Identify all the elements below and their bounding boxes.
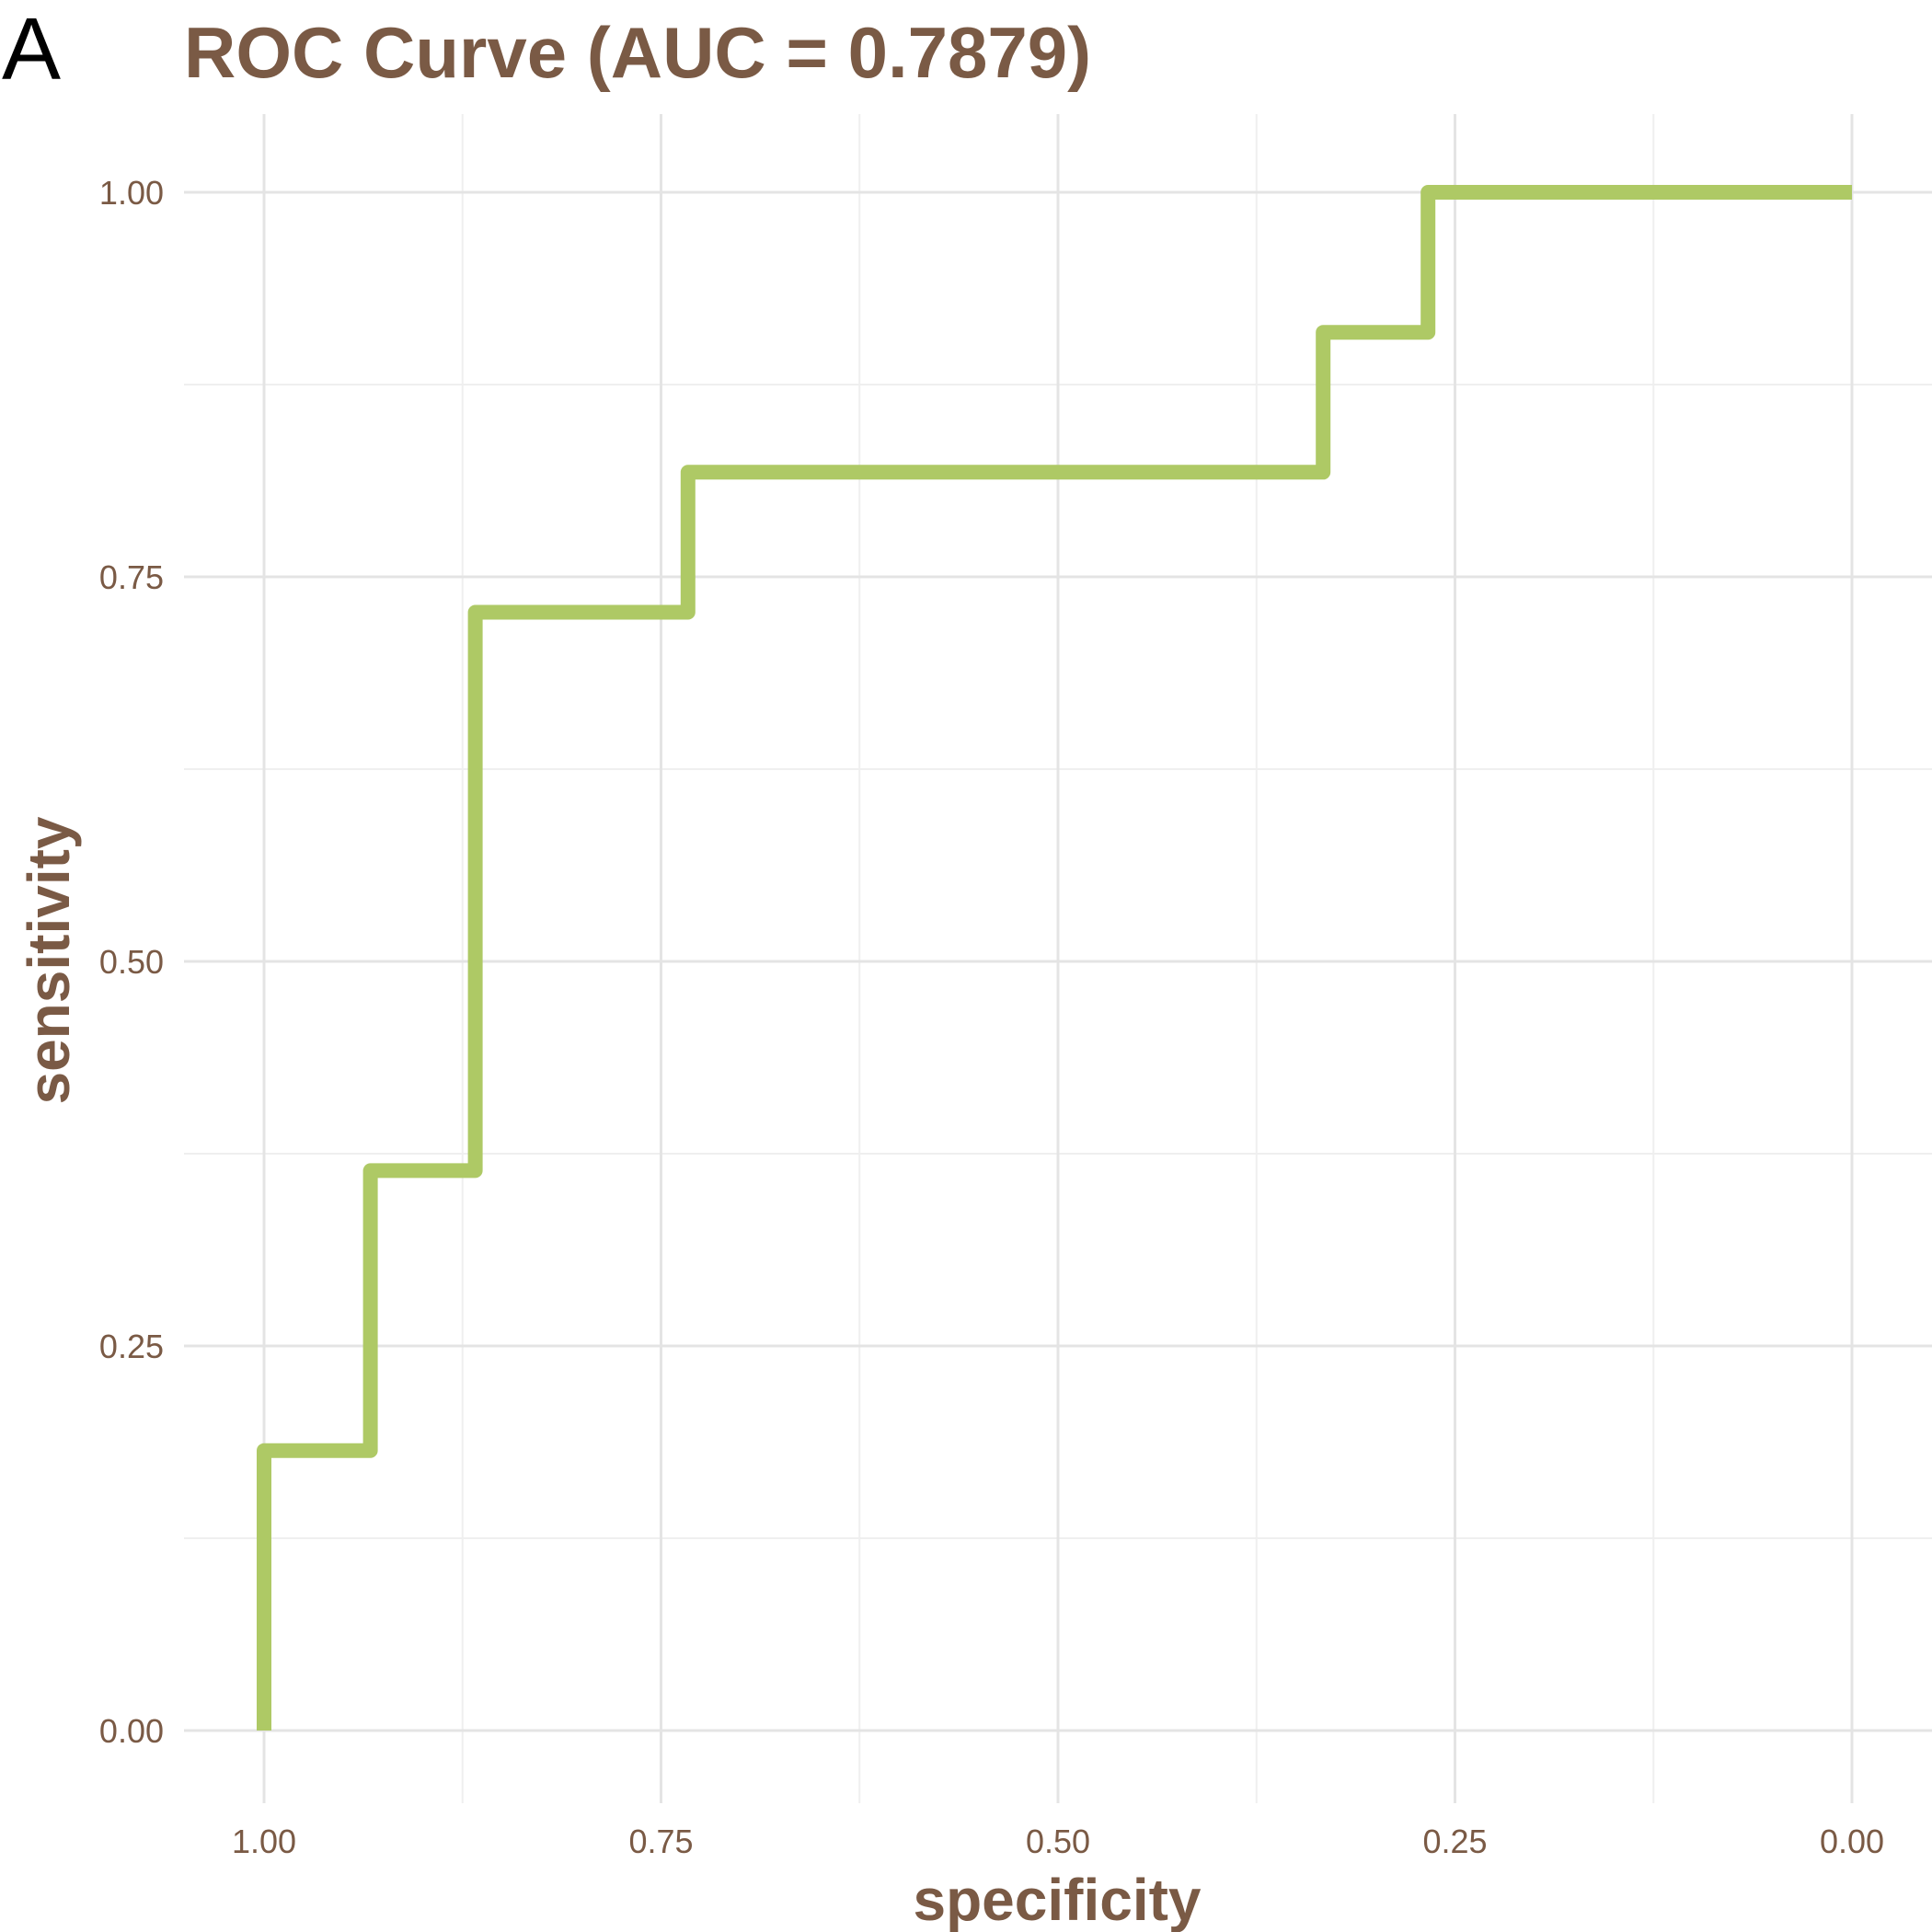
x-tick-label: 1.00 — [232, 1823, 296, 1860]
x-tick-label: 0.25 — [1422, 1823, 1487, 1860]
y-axis-title: sensitivity — [16, 816, 82, 1104]
y-tick-label: 0.75 — [99, 558, 164, 596]
x-tick-label: 0.50 — [1026, 1823, 1090, 1860]
x-tick-labels: 1.00 0.75 0.50 0.25 0.00 — [232, 1823, 1884, 1860]
x-tick-label: 0.75 — [628, 1823, 693, 1860]
y-tick-labels: 0.00 0.25 0.50 0.75 1.00 — [99, 174, 164, 1750]
y-tick-label: 0.50 — [99, 943, 164, 981]
panel-label: A — [2, 0, 61, 98]
x-axis-title: specificity — [913, 1867, 1201, 1932]
y-tick-label: 1.00 — [99, 174, 164, 212]
y-tick-label: 0.00 — [99, 1712, 164, 1750]
chart-title: ROC Curve (AUC = 0.7879) — [184, 12, 1091, 93]
roc-curve-line — [257, 185, 1852, 1731]
x-tick-label: 0.00 — [1820, 1823, 1884, 1860]
y-tick-label: 0.25 — [99, 1328, 164, 1365]
